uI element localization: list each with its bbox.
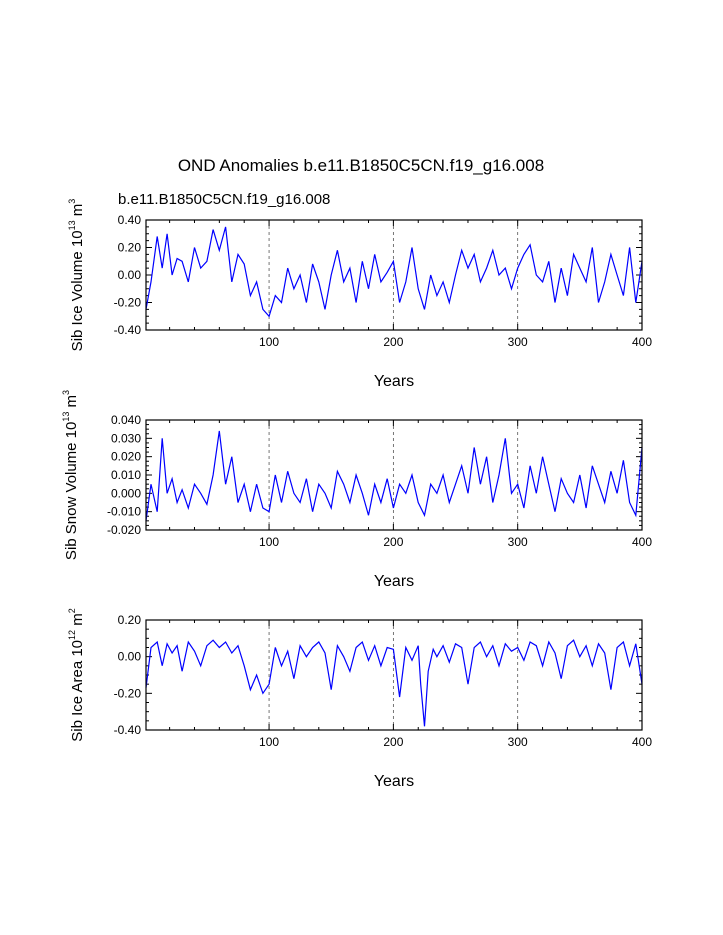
plot-frame — [145, 219, 643, 331]
y-tick-label: -0.010 — [107, 505, 141, 519]
plot-frame — [145, 419, 643, 531]
x-tick-label: 300 — [508, 335, 528, 349]
y-tick-label: 0.000 — [111, 486, 141, 500]
y-axis-label: Sib Ice Area 1012 m2 — [67, 608, 86, 741]
x-tick-label: 200 — [383, 735, 403, 749]
y-tick-label: -0.40 — [114, 723, 142, 737]
series-line — [145, 226, 643, 318]
x-tick-label: 100 — [259, 335, 279, 349]
x-tick-label: 300 — [508, 735, 528, 749]
y-tick-label: 0.010 — [111, 468, 141, 482]
y-tick-label: 0.040 — [111, 413, 141, 427]
x-tick-label: 200 — [383, 335, 403, 349]
y-tick-label: -0.40 — [114, 323, 142, 337]
x-tick-label: 100 — [259, 735, 279, 749]
x-axis-label: Years — [374, 773, 414, 790]
y-tick-label: 0.020 — [111, 450, 141, 464]
series-line — [145, 639, 643, 727]
x-tick-label: 400 — [632, 535, 652, 549]
y-tick-label: 0.40 — [118, 213, 142, 227]
x-tick-label: 200 — [383, 535, 403, 549]
series-line — [145, 430, 643, 521]
y-tick-label: -0.20 — [114, 686, 142, 700]
y-tick-label: 0.00 — [118, 650, 142, 664]
y-tick-label: 0.030 — [111, 431, 141, 445]
panel-sib-snow-volume: -0.020 -0.010 0.000 0.010 0.020 0.030 0.040 100… — [61, 390, 652, 590]
x-tick-label: 300 — [508, 535, 528, 549]
x-tick-label: 400 — [632, 735, 652, 749]
figure-title: OND Anomalies b.e11.B1850C5CN.f19_g16.00… — [178, 156, 544, 175]
panel-sib-ice-area: -0.40 -0.20 0.00 0.20 100 200 300 400 Years Sib I… — [67, 608, 652, 790]
y-axis-label: Sib Ice Volume 1013 m3 — [67, 199, 86, 352]
x-axis-label: Years — [374, 573, 414, 590]
y-tick-label: 0.20 — [118, 241, 142, 255]
y-tick-label: 0.20 — [118, 613, 142, 627]
y-axis-label: Sib Snow Volume 1013 m3 — [61, 390, 80, 560]
figure-subtitle: b.e11.B1850C5CN.f19_g16.008 — [118, 191, 330, 208]
panel-sib-ice-volume: -0.40 -0.20 0.00 0.20 0.40 100 200 300 400 Years S… — [67, 199, 652, 390]
plot-frame — [145, 619, 643, 731]
x-axis-label: Years — [374, 373, 414, 390]
y-tick-label: 0.00 — [118, 268, 142, 282]
x-tick-label: 400 — [632, 335, 652, 349]
y-tick-label: -0.20 — [114, 296, 142, 310]
y-tick-label: -0.020 — [107, 523, 141, 537]
x-tick-label: 100 — [259, 535, 279, 549]
